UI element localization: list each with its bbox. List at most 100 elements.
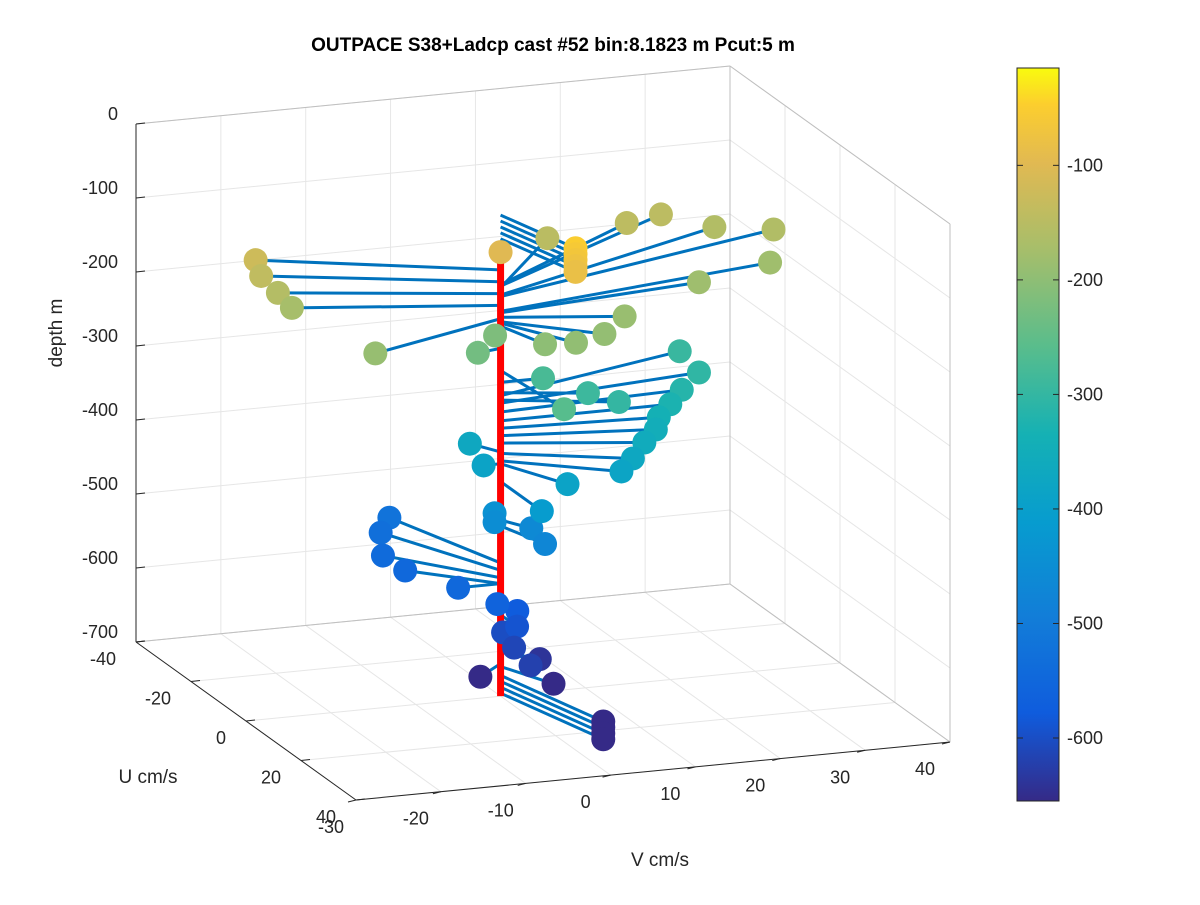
data-point	[369, 521, 393, 545]
data-point	[519, 653, 543, 677]
y-tick-label: -40	[90, 649, 116, 669]
velocity-vector	[501, 453, 633, 458]
z-tick-label: -700	[82, 622, 118, 642]
velocity-vector	[261, 276, 500, 282]
x-tick-label: 10	[660, 784, 680, 804]
z-tick-mark	[136, 641, 145, 642]
z-tick-label: -500	[82, 474, 118, 494]
z-tick-mark	[136, 493, 145, 494]
data-point	[530, 499, 554, 523]
grid-line	[136, 510, 730, 568]
data-point	[762, 218, 786, 242]
data-point	[458, 432, 482, 456]
data-point	[615, 211, 639, 235]
y-tick-label: 0	[216, 728, 226, 748]
data-point	[564, 331, 588, 355]
velocity-vector	[256, 260, 501, 270]
data-point	[687, 361, 711, 385]
z-tick-mark	[136, 197, 145, 198]
x-tick-label: 20	[745, 776, 765, 796]
data-point	[502, 636, 526, 660]
box-edge	[136, 584, 730, 642]
data-point	[758, 251, 782, 275]
z-tick-label: -400	[82, 400, 118, 420]
x-tick-label: 30	[830, 767, 850, 787]
velocity-vector	[292, 305, 501, 307]
data-point	[592, 322, 616, 346]
grid-line	[136, 362, 730, 420]
data-point	[280, 296, 304, 320]
y-tick-label: 20	[261, 768, 281, 788]
y-tick-mark	[246, 720, 255, 721]
data-point	[485, 592, 509, 616]
z-tick-mark	[136, 271, 145, 272]
z-tick-label: -100	[82, 178, 118, 198]
data-point	[591, 727, 615, 751]
colorbar: -100 -200 -300 -400 -500 -600	[1017, 68, 1103, 801]
data-point	[564, 260, 588, 284]
y-tick-label: -20	[145, 689, 171, 709]
data-point	[531, 366, 555, 390]
colorbar-bar	[1017, 68, 1059, 801]
data-point	[607, 390, 631, 414]
grid-line	[136, 140, 730, 198]
colorbar-tick-label: -500	[1067, 613, 1103, 633]
y-tick-mark	[301, 760, 310, 761]
data-point	[552, 397, 576, 421]
z-tick-label: -300	[82, 326, 118, 346]
colorbar-tick-label: -200	[1067, 270, 1103, 290]
x-tick-label: -10	[488, 800, 514, 820]
box-edge	[136, 66, 730, 124]
data-point	[468, 665, 492, 689]
colorbar-tick-label: -600	[1067, 728, 1103, 748]
data-point	[668, 339, 692, 363]
x-axis-label: V cm/s	[631, 850, 689, 871]
x-tick-label: -20	[403, 809, 429, 829]
data-point	[393, 559, 417, 583]
x-tick-label: 0	[581, 792, 591, 812]
z-tick-mark	[136, 123, 145, 124]
data-point	[489, 240, 513, 264]
z-axis-label: depth m	[46, 299, 67, 368]
data-point	[466, 341, 490, 365]
data-point	[649, 202, 673, 226]
data-point	[371, 544, 395, 568]
data-point	[542, 672, 566, 696]
velocity-vector	[278, 293, 501, 294]
data-point	[483, 510, 507, 534]
z-tick-label: -600	[82, 548, 118, 568]
colorbar-tick-label: -400	[1067, 499, 1103, 519]
data-point	[446, 576, 470, 600]
data-point	[472, 453, 496, 477]
data-point	[687, 270, 711, 294]
y-tick-mark	[356, 799, 365, 800]
velocity-vector	[501, 316, 625, 317]
chart-title: OUTPACE S38+Ladcp cast #52 bin:8.1823 m …	[311, 35, 795, 56]
data-point	[576, 381, 600, 405]
y-axis-label: U cm/s	[118, 767, 177, 788]
x-tick-mark	[348, 800, 356, 802]
data-point	[609, 459, 633, 483]
data-point	[556, 472, 580, 496]
colorbar-tick-label: -100	[1067, 155, 1103, 175]
y-tick-label: 40	[316, 807, 336, 827]
data-point	[613, 304, 637, 328]
y-tick-mark	[191, 681, 200, 682]
velocity-vector	[501, 442, 645, 443]
z-tick-mark	[136, 567, 145, 568]
data-point	[535, 226, 559, 250]
data-point	[505, 615, 529, 639]
z-tick-label: -200	[82, 252, 118, 272]
data-point	[533, 332, 557, 356]
x-axis-line	[356, 742, 950, 800]
z-tick-label: 0	[108, 104, 118, 124]
velocity-vector	[501, 429, 656, 435]
data-point	[533, 532, 557, 556]
data-point	[483, 324, 507, 348]
data-point	[702, 215, 726, 239]
data-point	[363, 341, 387, 365]
colorbar-tick-label: -300	[1067, 384, 1103, 404]
